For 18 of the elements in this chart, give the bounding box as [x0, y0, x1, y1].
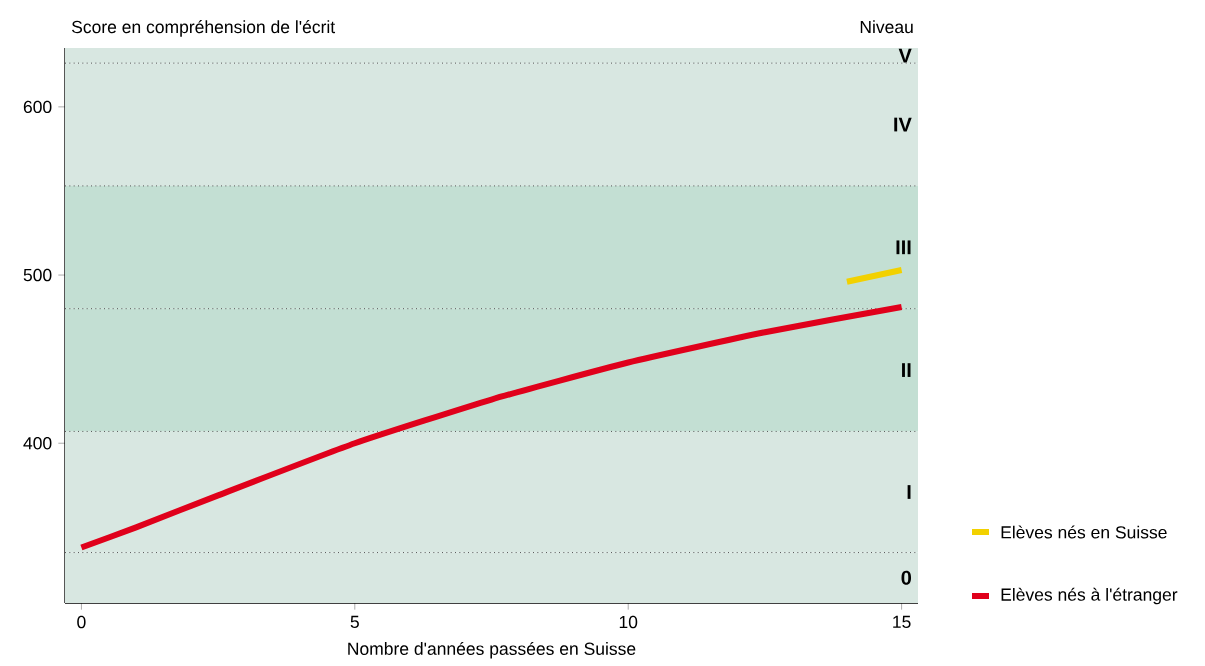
band-label: V — [898, 48, 912, 63]
x-tick-label: 15 — [893, 615, 911, 629]
x-tick-label: 10 — [619, 615, 638, 629]
x-tick-label: 0 — [77, 615, 86, 629]
x-axis-title: Nombre d'années passées en Suisse — [348, 641, 636, 659]
band-label: II — [902, 363, 911, 377]
y-axis-title: Score en compréhension de l'écrit — [71, 20, 336, 37]
legend-label: Elèves nés à l'étranger — [1001, 587, 1178, 605]
band-label: I — [907, 485, 911, 499]
band-label: IV — [894, 117, 912, 132]
band-label: III — [896, 240, 911, 255]
y-tick-label: 400 — [23, 437, 52, 450]
text: Niveau — [860, 20, 913, 34]
legend-label: Elèves nés en Suisse — [1001, 525, 1167, 539]
band-label: 0 — [901, 570, 912, 585]
x-tick-label: 5 — [350, 615, 359, 629]
y-tick-label: 500 — [23, 268, 52, 282]
y-tick-label: 600 — [23, 100, 52, 114]
